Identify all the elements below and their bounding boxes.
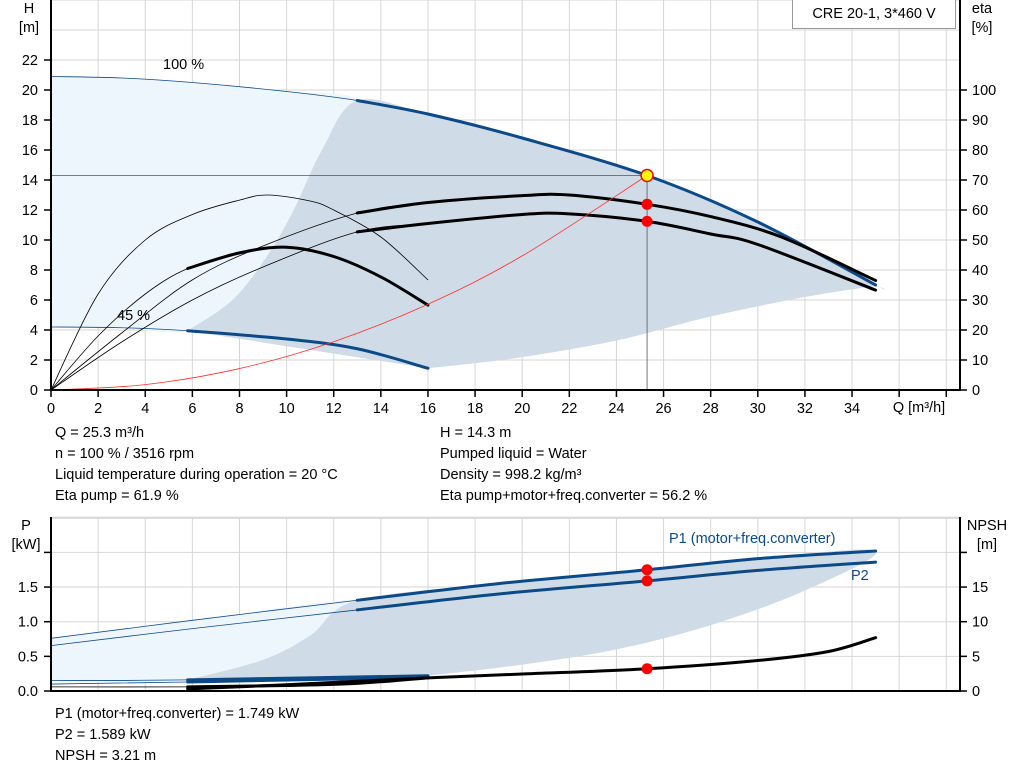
result-density: Density = 998.2 kg/m³ (440, 467, 582, 483)
y-tick-label-left: 12 (22, 203, 38, 219)
allowed-operating-region (187, 549, 877, 680)
h-axis-label: H [m] (18, 1, 40, 36)
results-left: Q = 25.3 m³/h n = 100 % / 3516 rpm Liqui… (55, 423, 338, 507)
allowed-operating-region-light (51, 599, 362, 683)
allowed-operating-region (187, 98, 886, 369)
y-tick-label-left: 0 (30, 383, 38, 399)
p1-series-label: P1 (motor+freq.converter) (669, 531, 836, 547)
eta-total-marker (641, 215, 653, 227)
head-chart: 0 2 4 6 8 10 12 14 16 18 20 22 24 26 28 30 32 34024681012… (22, 0, 996, 417)
y-tick-label-right: 10 (972, 353, 988, 369)
result-p1: P1 (motor+freq.converter) = 1.749 kW (55, 706, 300, 722)
result-speed: n = 100 % / 3516 rpm (55, 446, 195, 462)
curve-system-curve (50, 175, 648, 391)
p2-marker (641, 575, 653, 587)
y-tick-label-right: 10 (972, 615, 988, 631)
p1-marker (641, 564, 653, 576)
q-axis-label: Q [m³/h] (892, 400, 946, 416)
x-tick-label: 14 (373, 401, 389, 417)
p2-series-label: P2 (851, 568, 869, 584)
y-tick-label-right: 100 (972, 83, 996, 99)
y-tick-label-right: 0 (972, 684, 980, 700)
x-tick-label: 6 (188, 401, 196, 417)
x-tick-label: 30 (750, 401, 766, 417)
y-tick-label-left: 2 (30, 353, 38, 369)
y-tick-label-left: 18 (22, 113, 38, 129)
y-tick-label-left: 22 (22, 53, 38, 69)
x-tick-label: 8 (235, 401, 243, 417)
result-liquid: Pumped liquid = Water (440, 446, 587, 462)
x-tick-label: 22 (561, 401, 577, 417)
y-tick-label-right: 70 (972, 173, 988, 189)
y-tick-label-left: 6 (30, 293, 38, 309)
x-tick-label: 4 (141, 401, 149, 417)
y-tick-label-left: 4 (30, 323, 38, 339)
result-npsh: NPSH = 3.21 m (55, 748, 157, 764)
y-tick-label-right: 20 (972, 323, 988, 339)
pump-model-legend: CRE 20-1, 3*460 V (792, 0, 956, 29)
npsh-marker (641, 663, 653, 675)
curve-eta-total-45-operating (186, 245, 430, 307)
npsh-axis-label: NPSH [m] (966, 518, 1008, 553)
results-right: H = 14.3 m Pumped liquid = Water Density… (440, 423, 707, 507)
y-tick-label-right: 5 (972, 649, 980, 665)
curve-H-100-operating (355, 99, 878, 287)
curve-eta-pump-100-operating (355, 192, 878, 282)
results-power: P1 (motor+freq.converter) = 1.749 kW P2 … (55, 704, 299, 767)
curve-eta-total-100-operating (355, 211, 878, 292)
result-q: Q = 25.3 m³/h (55, 425, 145, 441)
curve-eta-pump-45 (50, 194, 429, 391)
y-tick-label-right: 30 (972, 293, 988, 309)
x-tick-label: 12 (326, 401, 342, 417)
curve-label-100: 100 % (163, 57, 205, 73)
result-temperature: Liquid temperature during operation = 20… (55, 467, 338, 483)
curve-NPSH-100-operating (186, 636, 878, 691)
y-tick-label-left: 10 (22, 233, 38, 249)
y-tick-label-left: 20 (22, 83, 38, 99)
y-tick-label-right: 60 (972, 203, 988, 219)
power-chart: 0.0 0.5 1.0 1.5 0 5 10 15 (18, 516, 988, 700)
operating-point-marker (640, 168, 654, 183)
p-axis-label: P [kW] (11, 518, 41, 553)
curve-label-45: 45 % (117, 308, 151, 324)
y-tick-label-right: 15 (972, 580, 988, 596)
x-tick-label: 32 (797, 401, 813, 417)
x-tick-label: 20 (514, 401, 530, 417)
x-tick-label: 16 (420, 401, 436, 417)
result-eta-total: Eta pump+motor+freq.converter = 56.2 % (440, 488, 708, 504)
x-tick-label: 2 (94, 401, 102, 417)
x-tick-label: 34 (844, 401, 860, 417)
x-tick-label: 10 (279, 401, 295, 417)
y-tick-label-left: 1.5 (18, 580, 38, 596)
y-tick-label-right: 80 (972, 143, 988, 159)
eta-pump-marker (641, 198, 653, 210)
x-tick-label: 26 (655, 401, 671, 417)
y-tick-label-left: 14 (22, 173, 38, 189)
result-p2: P2 = 1.589 kW (55, 727, 151, 743)
y-tick-label-left: 1.0 (18, 615, 38, 631)
eta-axis-label: eta [%] (971, 1, 993, 36)
y-tick-label-right: 40 (972, 263, 988, 279)
y-tick-label-left: 0.5 (18, 649, 38, 665)
y-tick-label-right: 90 (972, 113, 988, 129)
x-tick-label: 28 (703, 401, 719, 417)
y-tick-label-right: 50 (972, 233, 988, 249)
curve-H-45-operating (186, 329, 430, 370)
x-tick-label: 24 (608, 401, 624, 417)
y-tick-label-left: 16 (22, 143, 38, 159)
allowed-operating-region-light (51, 76, 359, 333)
x-tick-label: 0 (47, 401, 55, 417)
result-h: H = 14.3 m (440, 425, 512, 441)
y-tick-label-right: 0 (972, 383, 980, 399)
x-tick-label: 18 (467, 401, 483, 417)
result-eta-pump: Eta pump = 61.9 % (55, 488, 179, 504)
y-tick-label-left: 0.0 (18, 684, 38, 700)
y-tick-label-left: 8 (30, 263, 38, 279)
